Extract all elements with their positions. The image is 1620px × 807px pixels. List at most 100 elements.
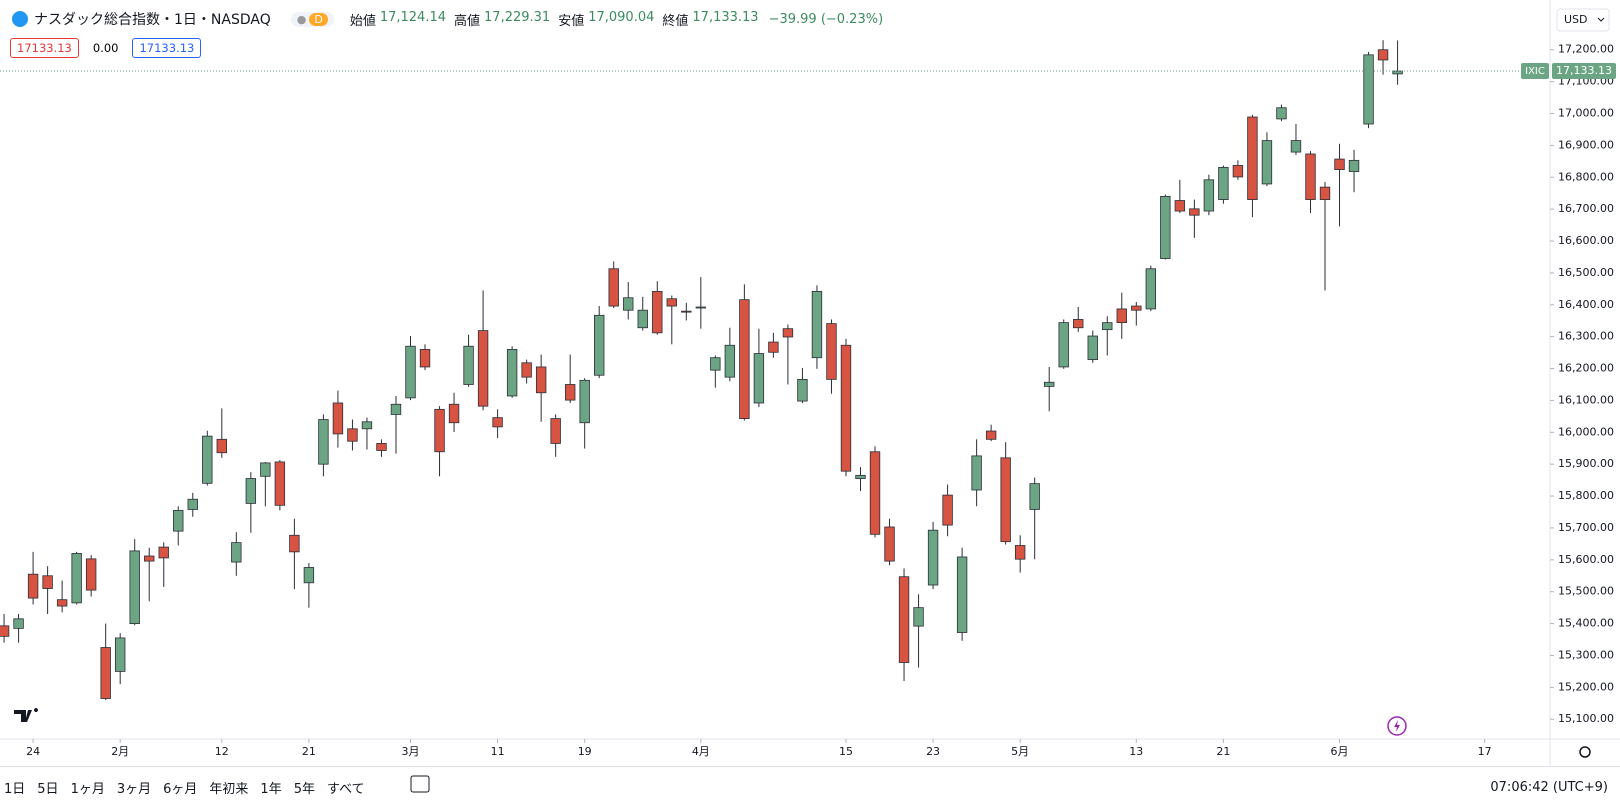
range-button[interactable]: すべて bbox=[326, 781, 365, 797]
candle-body bbox=[681, 310, 692, 313]
candle-body bbox=[202, 435, 213, 484]
candle-body bbox=[477, 330, 489, 407]
range-button[interactable]: 5年 bbox=[293, 781, 315, 797]
candle-body bbox=[608, 268, 619, 307]
candle-body bbox=[855, 474, 866, 479]
candle-body bbox=[27, 573, 39, 599]
tv-logo bbox=[14, 708, 38, 722]
clock: 07:06:42 (UTC+9) bbox=[1490, 779, 1608, 795]
currency: USD bbox=[1564, 13, 1588, 26]
y-tick-label: 15,500.00 bbox=[1558, 585, 1614, 598]
candle-body bbox=[913, 607, 924, 627]
range-button[interactable]: 1ヶ月 bbox=[70, 781, 105, 797]
candle-body bbox=[216, 438, 227, 454]
candle-body bbox=[303, 567, 315, 584]
candle-body bbox=[1014, 545, 1026, 560]
ohlc-label: 終値 bbox=[662, 13, 689, 29]
candle-body bbox=[274, 461, 286, 506]
candle-body bbox=[332, 402, 344, 435]
candle-body bbox=[1319, 186, 1331, 200]
candle-body bbox=[535, 366, 547, 394]
y-tick-label: 16,800.00 bbox=[1558, 170, 1614, 183]
candle-body bbox=[753, 353, 765, 404]
toolbar: 1日 5日 1ヶ月 3ヶ月 6ヶ月 年初来 1年 5年 すべて 07:06:42 (UTC+9) bbox=[0, 766, 1620, 807]
range-button[interactable]: 6ヶ月 bbox=[163, 781, 198, 797]
x-tick-label: 21 bbox=[1216, 745, 1230, 758]
candle-body bbox=[1029, 483, 1040, 510]
candle-body bbox=[623, 297, 634, 311]
range-button[interactable]: 5日 bbox=[37, 781, 59, 797]
candle-body bbox=[1290, 140, 1302, 153]
price-tag-symbol: IXIC bbox=[1525, 66, 1545, 77]
title: ナスダック総合指数・1日・NASDAQ bbox=[34, 12, 271, 28]
candle-body bbox=[231, 542, 242, 563]
ohlc-label: 安値 bbox=[558, 13, 585, 29]
candle-body bbox=[1116, 308, 1127, 324]
badge: D bbox=[309, 12, 328, 26]
ohlc-value: 17,229.31 bbox=[484, 9, 551, 25]
candle-body bbox=[1392, 70, 1403, 75]
range-button[interactable]: 年初来 bbox=[209, 781, 249, 797]
candle-body bbox=[318, 419, 329, 465]
candle-body bbox=[71, 553, 82, 604]
y-tick-label: 16,500.00 bbox=[1558, 266, 1614, 279]
candle-body bbox=[1102, 322, 1113, 331]
change: −39.99 (−0.23%) bbox=[768, 11, 884, 27]
price-tag-value: 17,133.13 bbox=[1556, 64, 1612, 77]
ohlc-value: 17,133.13 bbox=[692, 9, 759, 25]
candle-body bbox=[768, 341, 779, 353]
candle-body bbox=[361, 421, 373, 430]
ohlc-label: 高値 bbox=[454, 13, 481, 29]
candle-body bbox=[1174, 200, 1186, 212]
currency-button[interactable] bbox=[1556, 8, 1610, 32]
candle-body bbox=[115, 637, 126, 672]
calendar-icon[interactable] bbox=[410, 775, 430, 793]
range-button[interactable]: 1年 bbox=[260, 781, 282, 797]
candle-body bbox=[1218, 166, 1229, 200]
y-tick-label: 15,700.00 bbox=[1558, 521, 1614, 534]
candle-body bbox=[1261, 140, 1273, 185]
y-tick-label: 16,400.00 bbox=[1558, 298, 1614, 311]
candle-body bbox=[260, 462, 271, 477]
candle-body bbox=[884, 526, 895, 562]
y-tick-label: 16,600.00 bbox=[1558, 234, 1614, 247]
candle-body bbox=[971, 455, 982, 491]
lightning bbox=[1394, 720, 1400, 732]
ranges: 1日 5日 1ヶ月 3ヶ月 6ヶ月 年初来 1年 5年 すべて bbox=[4, 778, 365, 797]
x-tick-label: 24 bbox=[26, 745, 40, 758]
y-tick-label: 15,800.00 bbox=[1558, 489, 1614, 502]
candle-body bbox=[652, 290, 663, 334]
candle-body bbox=[1145, 268, 1157, 310]
candle-body bbox=[666, 298, 677, 307]
candle-body bbox=[187, 498, 198, 510]
candle-body bbox=[289, 534, 300, 553]
candle-body bbox=[898, 576, 910, 663]
y-tick-label: 15,300.00 bbox=[1558, 648, 1614, 661]
lightning-icon[interactable] bbox=[1387, 716, 1407, 736]
x-tick-label: 23 bbox=[926, 745, 940, 758]
range-button[interactable]: 3ヶ月 bbox=[116, 781, 152, 797]
candle-body bbox=[782, 328, 794, 338]
candle-body bbox=[695, 306, 707, 309]
candle-body bbox=[1348, 159, 1360, 172]
ohlc-label: 始値 bbox=[349, 13, 376, 29]
candle-body bbox=[376, 443, 387, 451]
x-tick-label: 5月 bbox=[1011, 745, 1029, 758]
candle-body bbox=[85, 558, 97, 591]
candle-body bbox=[797, 378, 808, 402]
candle-body bbox=[811, 290, 823, 359]
candle-body bbox=[1131, 305, 1142, 311]
indicator-box: 17133.13 bbox=[10, 38, 79, 58]
candle-body bbox=[1363, 54, 1374, 125]
candle-body bbox=[144, 555, 155, 562]
price-tag bbox=[1521, 63, 1549, 80]
ohlc-value: 17,090.04 bbox=[588, 9, 655, 25]
settings-icon[interactable] bbox=[1579, 746, 1591, 758]
indicator-box: 17133.13 bbox=[132, 38, 202, 58]
range-button[interactable]: 1日 bbox=[4, 781, 26, 797]
candle-body bbox=[463, 345, 474, 385]
candle-body bbox=[826, 323, 837, 380]
